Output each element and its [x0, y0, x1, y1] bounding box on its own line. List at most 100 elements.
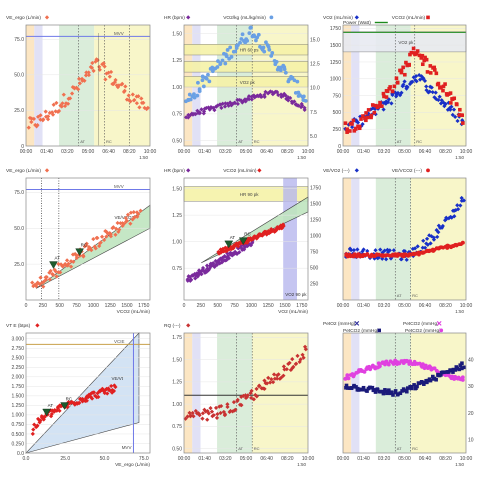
data-point — [368, 367, 373, 372]
data-point — [283, 70, 288, 75]
series-6-2 — [344, 240, 465, 259]
data-point — [195, 274, 200, 279]
data-point — [31, 427, 36, 432]
y-tick-label: 0.50 — [172, 138, 182, 144]
data-point — [297, 359, 302, 364]
data-point — [37, 282, 42, 287]
data-point — [391, 248, 396, 253]
data-point — [355, 247, 360, 252]
data-point — [192, 271, 197, 277]
data-point — [439, 98, 444, 103]
data-point — [197, 110, 202, 115]
data-point — [459, 195, 464, 201]
data-point — [431, 374, 435, 379]
data-point — [460, 361, 464, 366]
data-point — [57, 408, 62, 413]
data-point — [385, 249, 391, 255]
x-tick-label: 08:20 — [439, 303, 452, 309]
panel-p3: VO2 pk AT RC 0 250 500 750 1000 1250 1500 1750 00:0… — [323, 15, 472, 160]
x-extra-label: 1:50 — [297, 462, 306, 467]
data-point — [421, 362, 425, 367]
reference-band — [183, 61, 309, 73]
data-point — [369, 113, 374, 118]
data-point — [41, 284, 46, 289]
data-point — [385, 247, 390, 252]
data-point — [423, 55, 427, 60]
phase-zone — [26, 25, 35, 146]
y-tick-label: 2.500 — [11, 356, 24, 362]
data-point — [200, 411, 206, 416]
data-point — [212, 264, 217, 269]
panel-p9: AT RC 10 20 30 40 00:00 01:40 03:20 05:00 06:40 08:… — [323, 321, 474, 467]
series-2-1 — [183, 89, 307, 120]
x-tick-label: 1250 — [263, 303, 274, 309]
data-point — [197, 87, 202, 92]
data-point — [451, 107, 457, 112]
data-point — [356, 388, 361, 392]
data-point — [239, 403, 244, 408]
data-point — [387, 86, 392, 91]
marker-label: AT — [48, 403, 54, 408]
data-point — [461, 121, 465, 125]
data-point — [365, 115, 370, 120]
y-tick-label: 1.25 — [172, 213, 182, 219]
data-point — [284, 367, 289, 372]
data-point — [369, 115, 373, 120]
data-point — [256, 234, 261, 239]
legend-swatch — [186, 15, 191, 20]
data-point — [396, 392, 400, 396]
threshold-label: RC — [412, 293, 418, 298]
data-point — [82, 78, 87, 83]
data-point — [276, 372, 281, 377]
threshold-marker — [60, 402, 69, 410]
data-point — [420, 53, 425, 58]
data-point — [243, 393, 248, 398]
data-point — [232, 101, 238, 106]
data-point — [273, 228, 278, 234]
data-point — [91, 236, 96, 242]
plot-frame — [183, 24, 309, 147]
data-point — [231, 400, 237, 405]
data-point — [354, 126, 358, 131]
data-point — [33, 122, 38, 128]
data-point — [380, 104, 384, 108]
data-point — [364, 118, 368, 123]
data-point — [38, 113, 43, 118]
data-point — [212, 107, 217, 113]
threshold-label: RC — [254, 446, 260, 451]
data-point — [405, 63, 409, 68]
data-point — [222, 413, 227, 418]
data-point — [346, 386, 350, 390]
data-point — [38, 418, 43, 423]
x-tick-label: 250 — [39, 303, 48, 309]
data-point — [188, 413, 193, 418]
data-point — [95, 235, 100, 241]
data-point — [278, 223, 283, 228]
data-point — [384, 257, 389, 262]
y-tick-label: 1750 — [330, 26, 341, 32]
data-point — [370, 103, 375, 107]
legend-label: PetCO2 (mmHg) — [403, 321, 439, 327]
data-point — [220, 101, 225, 106]
threshold-label: AT — [397, 446, 402, 451]
x-axis-label: VCO2 (mL/min) — [117, 309, 151, 315]
data-point — [279, 94, 284, 99]
data-point — [405, 386, 410, 390]
data-point — [64, 258, 70, 263]
data-point — [292, 99, 297, 104]
data-point — [393, 90, 398, 95]
x-tick-label: 1250 — [105, 303, 116, 309]
data-point — [222, 254, 227, 259]
data-point — [296, 103, 301, 108]
data-point — [235, 397, 240, 402]
vline-label: MVV — [122, 445, 132, 450]
threshold-label: RC — [106, 139, 112, 144]
threshold-marker — [75, 248, 84, 257]
data-point — [343, 126, 348, 131]
data-point — [55, 404, 61, 410]
data-point — [32, 282, 38, 287]
data-point — [424, 241, 429, 246]
data-point — [84, 398, 89, 403]
y-tick-label: 250 — [333, 127, 342, 133]
data-point — [199, 107, 204, 112]
